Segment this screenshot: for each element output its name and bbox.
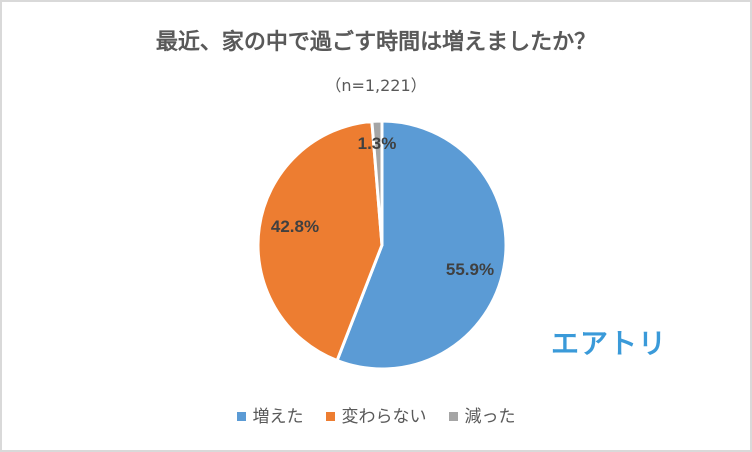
legend-swatch-icon: [236, 412, 246, 421]
pie-data-label: 42.8%: [271, 217, 319, 236]
pie-slices: [256, 119, 508, 371]
chart-title: 最近、家の中で過ごす時間は増えましたか？: [155, 30, 597, 55]
airtrip-logo: エアトリ: [551, 327, 668, 360]
legend-swatch-icon: [448, 412, 458, 421]
pie-data-label: 1.3%: [358, 134, 397, 153]
legend-item-increased: 増えた: [236, 402, 304, 427]
chart-legend: 増えた 変わらない 減った: [0, 402, 752, 427]
legend-item-decreased: 減った: [448, 402, 516, 427]
pie-data-label: 55.9%: [446, 260, 494, 279]
legend-item-unchanged: 変わらない: [325, 402, 427, 427]
pie-slice-increased: [335, 119, 508, 371]
legend-label: 減った: [464, 407, 516, 427]
pie-labels: 55.9% 42.8% 1.3%: [271, 134, 494, 279]
pie-slice-unchanged: [256, 119, 384, 363]
legend-label: 変わらない: [341, 407, 427, 427]
pie-slice-decreased: [370, 119, 384, 247]
chart-subtitle: （n=1,221）: [325, 76, 427, 95]
legend-label: 増えた: [252, 407, 304, 427]
legend-swatch-icon: [325, 412, 335, 421]
